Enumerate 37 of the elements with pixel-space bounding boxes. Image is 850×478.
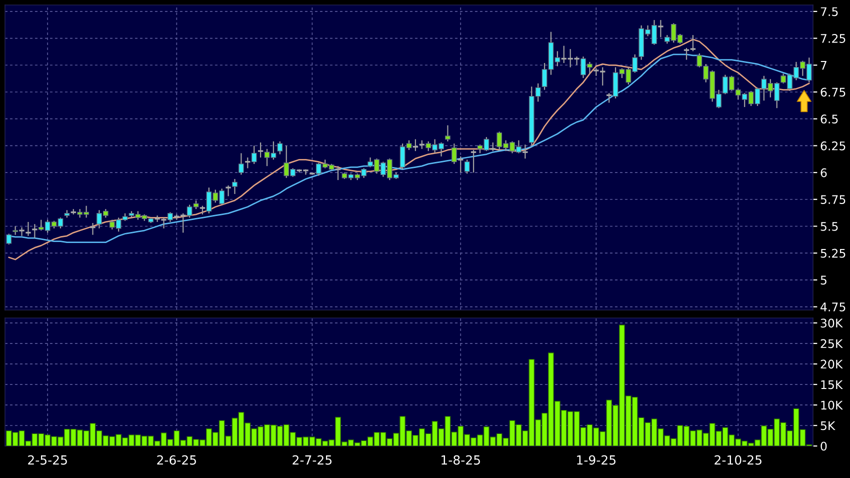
candlestick	[464, 159, 470, 174]
candlestick	[238, 152, 244, 176]
y-tick-label: 5K	[820, 421, 836, 430]
y-tick-label: 7	[820, 61, 826, 70]
y-tick-label: 0	[820, 442, 827, 451]
y-tick-label: 5.25	[820, 248, 846, 258]
y-tick-label: 20K	[820, 360, 843, 369]
y-tick-label: 30K	[820, 318, 843, 328]
y-tick-label: 6.5	[820, 114, 838, 124]
x-tick-label: 1-8-25	[442, 455, 480, 465]
x-tick-label: 2-7-25	[292, 455, 332, 465]
candlestick	[18, 226, 26, 236]
candlestick	[445, 124, 450, 142]
y-tick-label: 6	[820, 168, 827, 178]
x-tick-label: 2-6-25	[157, 455, 196, 465]
candlestick	[24, 221, 32, 236]
candlestick	[6, 233, 12, 246]
y-tick-label: 10K	[821, 400, 843, 410]
y-tick-label: 7.5	[820, 7, 838, 16]
candlestick	[277, 140, 283, 155]
y-tick-label: 7.25	[820, 34, 846, 43]
x-tick-label: 1-9-25	[577, 455, 616, 465]
x-tick-label: 2-5-25	[28, 455, 67, 465]
y-tick-label: 5.75	[820, 195, 846, 204]
candlestick	[257, 142, 264, 158]
x-tick-label: 2-10-25	[714, 455, 762, 465]
y-tick-label: 25K	[820, 339, 843, 348]
y-tick-label: 5.5	[820, 222, 838, 231]
y-tick-label: 6.25	[820, 141, 846, 150]
y-tick-label: 6.75	[820, 88, 846, 97]
y-tick-label: 5	[820, 276, 826, 285]
y-tick-label: 4.75	[820, 302, 846, 312]
y-tick-label: 15K	[821, 380, 843, 390]
candlestick	[89, 222, 96, 236]
candlestick	[224, 184, 232, 197]
candlestick	[31, 224, 38, 239]
candlestick	[657, 19, 664, 38]
